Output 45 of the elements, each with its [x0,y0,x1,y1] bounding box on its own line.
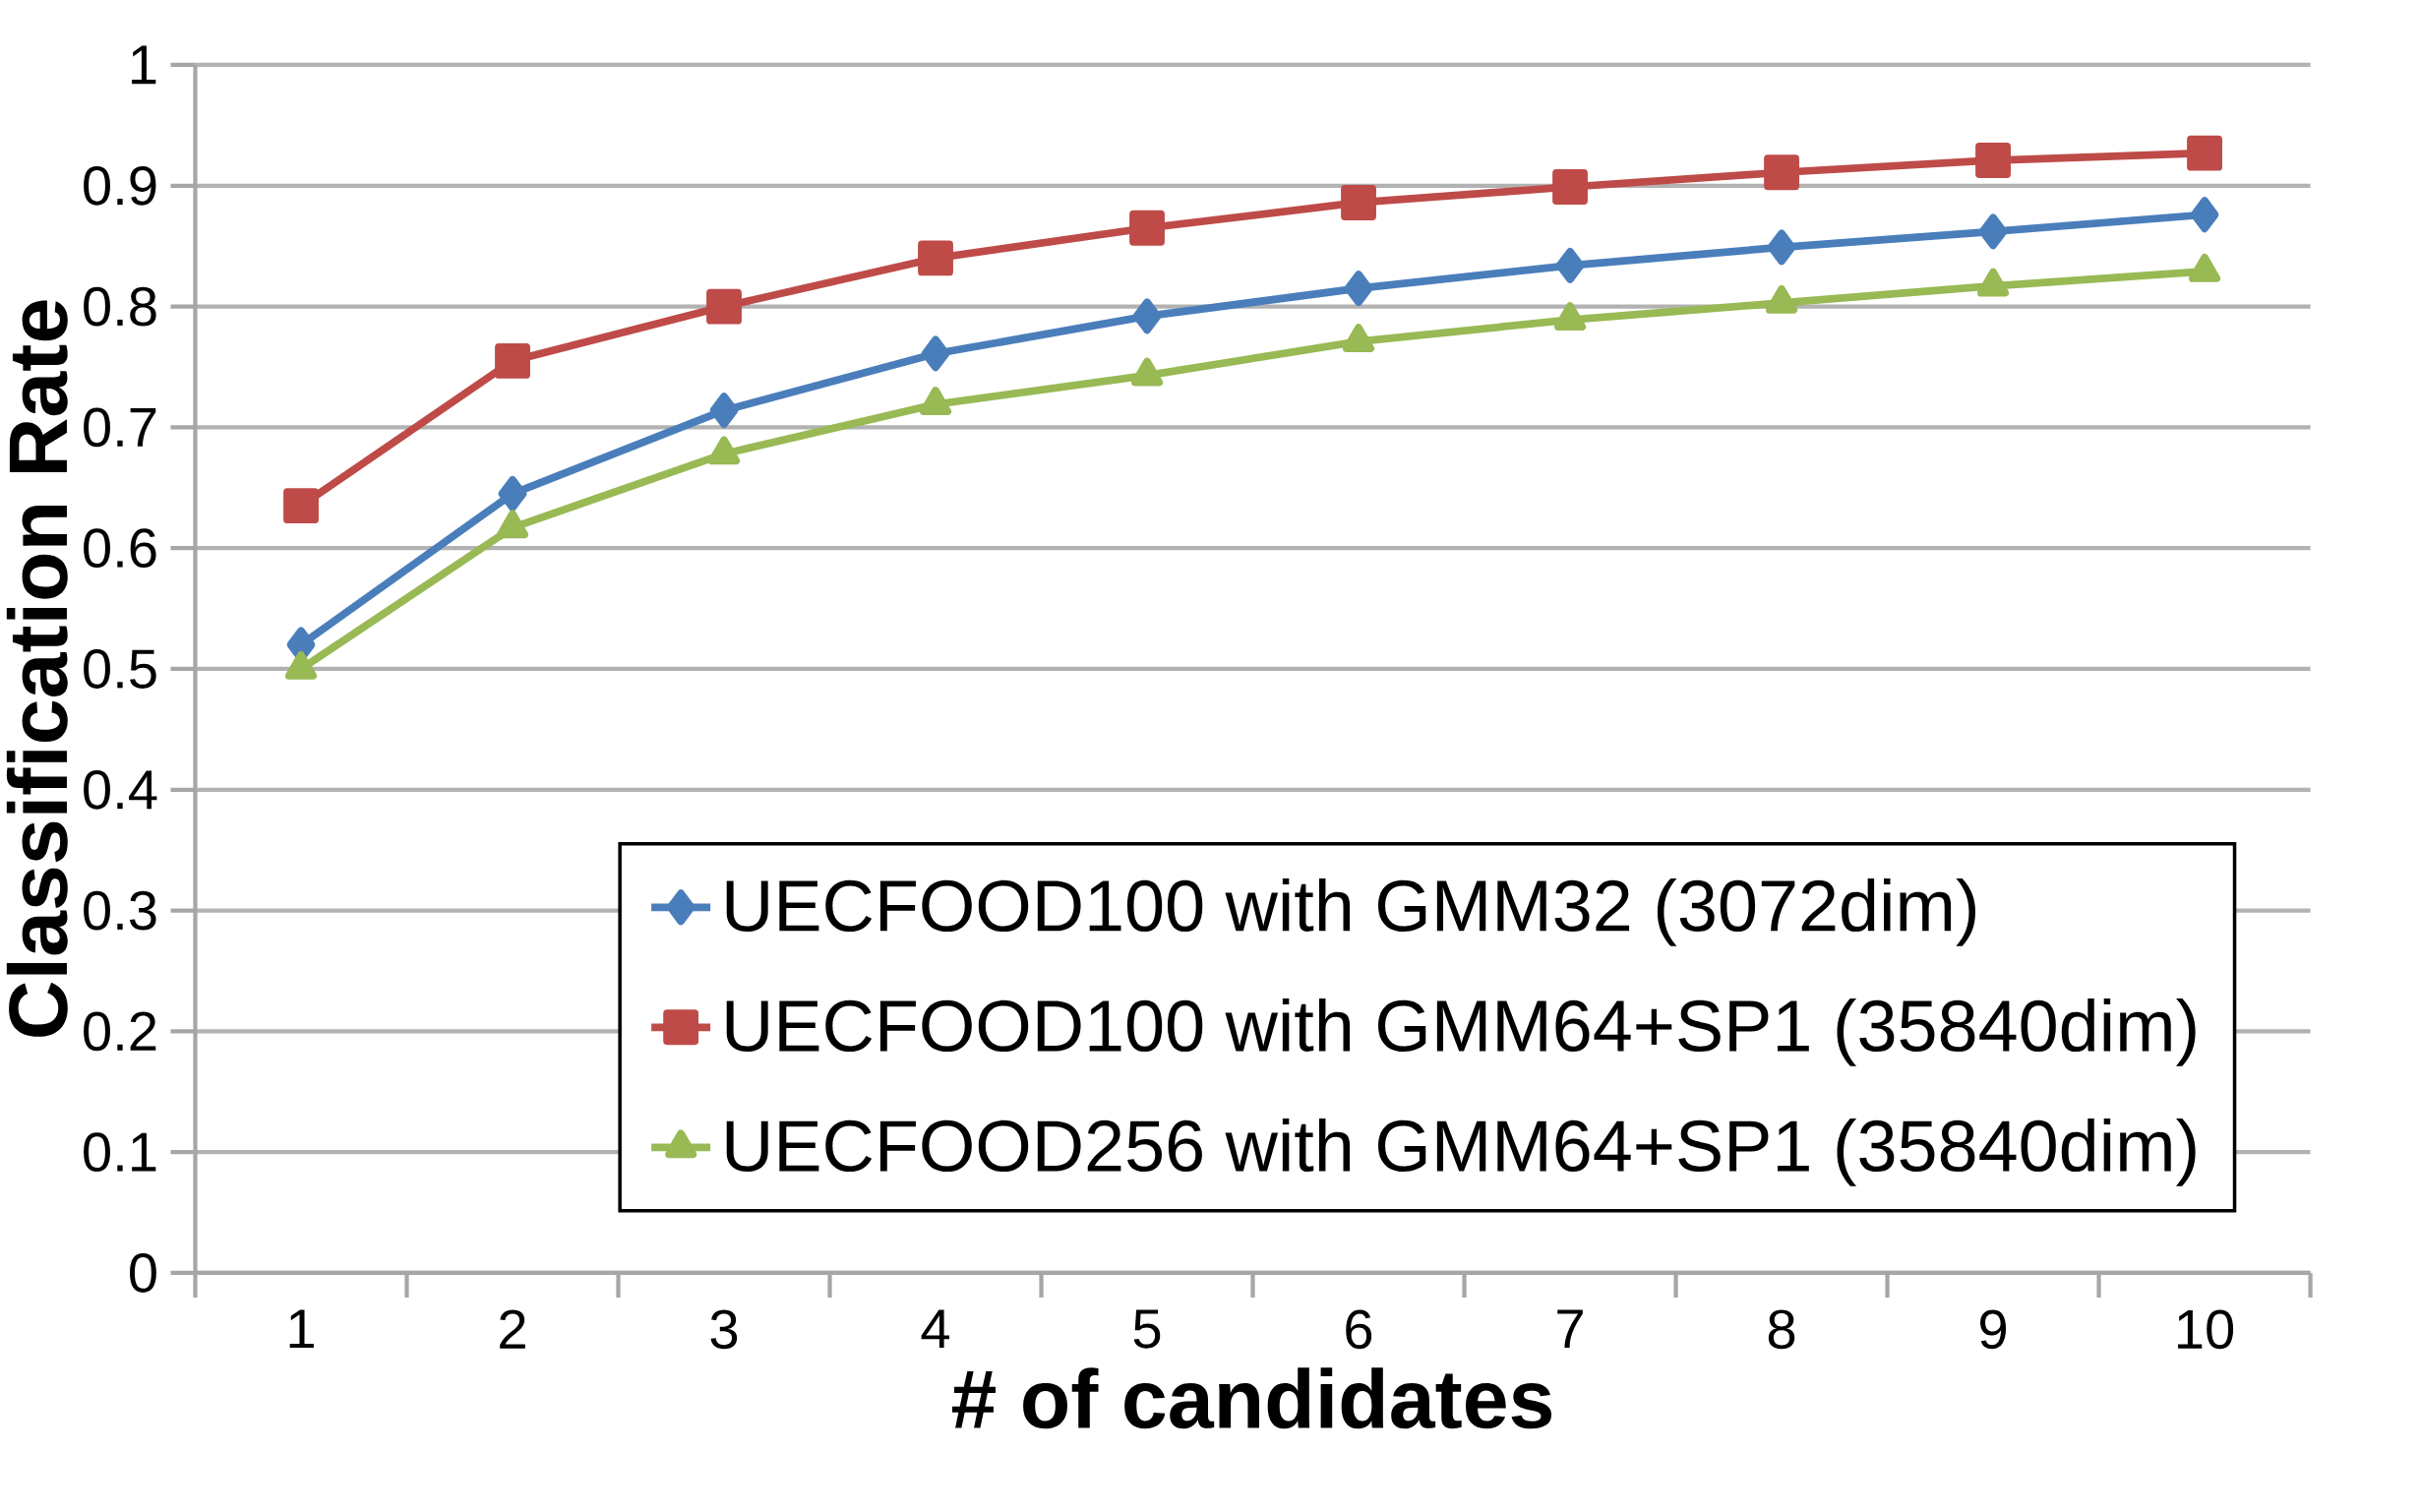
point [1129,210,1165,246]
point [709,393,739,429]
point [498,475,527,512]
point [1767,229,1796,266]
x-tick-label: 5 [1133,1309,1161,1349]
point [1341,185,1376,220]
point [495,342,530,379]
point [1132,298,1162,334]
y-tick-label: 1 [132,45,156,85]
x-tick-label: 1 [289,1309,314,1349]
point [1764,154,1799,191]
point [283,488,319,524]
y-tick-label: 0.5 [84,649,156,689]
x-tick-label: 4 [921,1309,949,1349]
point [1344,271,1373,307]
x-tick-label: 8 [1768,1309,1795,1350]
y-tick-label: 0.3 [84,890,156,931]
point [918,240,953,276]
point [1975,143,2011,178]
point [1555,247,1585,283]
y-tick-label: 0.8 [84,286,156,327]
x-tick-label: 3 [710,1309,738,1350]
y-tick-label: 0.1 [84,1132,156,1173]
y-tick-label: 0.4 [84,769,157,810]
legend-label: UECFOOD256 with GMM64+SP1 (35840dim) [726,1118,2196,1186]
point [2187,135,2222,171]
x-axis-title: # of candidates [951,1367,1552,1429]
x-tick-label: 7 [1557,1309,1583,1349]
y-tick-label: 0 [130,1253,156,1293]
point [706,288,742,325]
point [1978,213,2008,250]
point [2190,197,2219,233]
y-tick-label: 0.2 [84,1011,156,1052]
y-axis-title: Classification Rate [6,300,68,1037]
legend-label: UECFOOD100 with GMM32 (3072dim) [726,877,1975,946]
x-tick-label: 10 [2178,1309,2234,1350]
x-tick-label: 6 [1346,1309,1372,1350]
x-tick-label: 9 [1980,1309,2007,1350]
y-tick-label: 0.6 [84,528,156,569]
x-tick-label: 2 [500,1309,525,1349]
y-tick-label: 0.7 [84,407,156,448]
point [1552,169,1588,205]
point [921,335,950,372]
y-tick-label: 0.9 [84,165,156,206]
legend-label: UECFOOD100 with GMM64+SP1 (35840dim) [726,998,2196,1066]
